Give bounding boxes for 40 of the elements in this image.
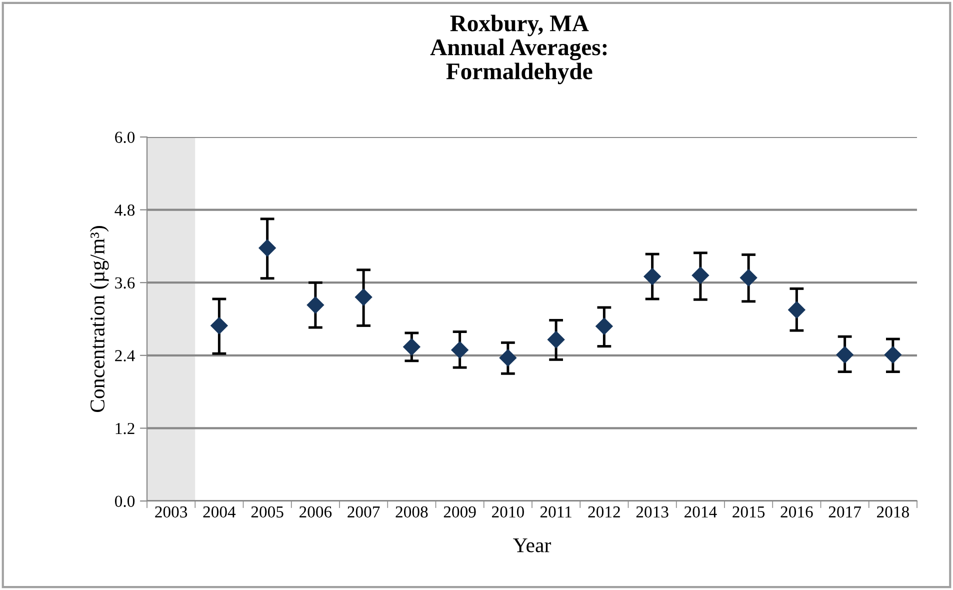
x-tick-label: 2012 (588, 506, 620, 518)
y-tick-label: 1.2 (116, 422, 134, 434)
point (884, 346, 902, 364)
x-tick-label: 2014 (684, 506, 717, 518)
point (836, 346, 854, 364)
x-tick-label: 2009 (444, 506, 476, 518)
x-tick-label: 2016 (780, 506, 813, 518)
point (306, 296, 324, 314)
x-tick-label: 2013 (636, 506, 668, 518)
y-tick-label: 4.8 (114, 204, 135, 216)
point (499, 349, 516, 366)
y-axis-title: Concentration (µg/m³) (90, 226, 109, 412)
chart-title: Roxbury, MA Annual Averages: Formaldehyde (430, 14, 607, 84)
y-tick-label: 3.6 (115, 277, 135, 289)
x-tick-label: 2011 (540, 506, 572, 518)
x-tick-label: 2007 (348, 506, 380, 518)
x-axis-title: Year (513, 538, 552, 552)
x-tick-label: 2010 (492, 506, 524, 518)
x-tick-label: 2008 (396, 506, 428, 518)
point (692, 266, 709, 284)
point (403, 338, 420, 356)
point (548, 331, 565, 348)
x-tick-label: 2017 (828, 506, 861, 518)
x-tick-label: 2015 (732, 506, 765, 518)
y-tick-label: 0.0 (114, 496, 135, 508)
y-tick-label: 6.0 (115, 132, 135, 144)
x-tick-label: 2006 (300, 506, 332, 518)
point (451, 341, 468, 358)
point (788, 301, 806, 318)
point (644, 268, 661, 286)
x-tick-label: 2005 (251, 506, 284, 518)
y-tick-label: 2.4 (115, 350, 135, 362)
point (210, 317, 228, 334)
x-tick-label: 2004 (203, 506, 236, 518)
point (596, 318, 613, 335)
x-tick-label: 2003 (155, 506, 188, 518)
point (258, 239, 276, 257)
point (355, 288, 372, 306)
point (740, 269, 758, 286)
x-tick-label: 2018 (877, 506, 909, 518)
